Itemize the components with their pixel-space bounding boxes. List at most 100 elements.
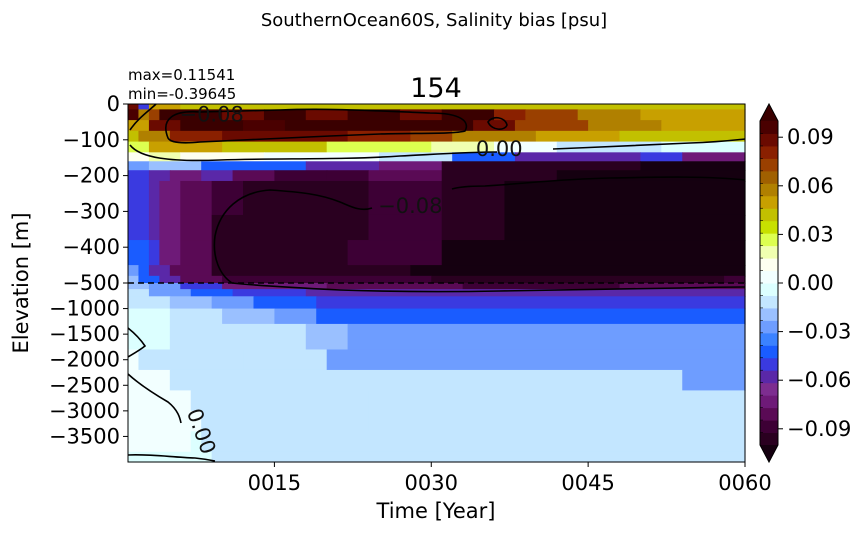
figure-suptitle: SouthernOcean60S, Salinity bias [psu] — [261, 10, 607, 31]
lower-cell-0-1 — [148, 283, 181, 290]
upper-cell-5-4 — [378, 152, 453, 162]
contour-label: −0.08 — [179, 103, 243, 127]
lower-cell-0-6 — [619, 283, 746, 290]
lower-cell-9-3 — [399, 431, 746, 453]
upper-cell-10-4 — [211, 240, 349, 266]
upper-cell-2-0 — [128, 120, 150, 132]
x-tick-label: 0030 — [405, 471, 458, 495]
upper-cell-6-0 — [128, 161, 150, 171]
upper-cell-12-0 — [128, 275, 140, 284]
upper-cell-11-3 — [169, 265, 213, 277]
upper-cell-6-3 — [305, 161, 380, 171]
upper-cell-1-2 — [148, 109, 160, 121]
lower-cell-6-0 — [128, 369, 171, 391]
upper-cell-1-8 — [399, 109, 443, 121]
lower-cell-7-1 — [190, 390, 370, 412]
upper-cell-9-1 — [148, 214, 160, 241]
upper-cell-8-9 — [504, 180, 746, 216]
upper-cell-0-3 — [180, 104, 746, 110]
colorbar-segment — [760, 133, 778, 147]
upper-cell-7-1 — [148, 170, 171, 182]
upper-cell-10-0 — [128, 240, 150, 266]
colorbar-extend-bottom — [760, 445, 778, 462]
upper-cell-1-9 — [441, 109, 495, 121]
lower-cell-8-2 — [368, 410, 746, 432]
upper-cell-8-2 — [159, 180, 181, 216]
upper-cell-0-1 — [138, 104, 150, 110]
heatmap-upper-panel — [128, 104, 746, 284]
contour-upper-zero-c — [552, 138, 746, 150]
upper-cell-7-2 — [169, 170, 202, 182]
colorbar-tick-label: −0.06 — [787, 368, 851, 392]
contour-deep-zero-a — [127, 327, 147, 358]
lower-cell-0-4 — [326, 283, 464, 290]
colorbar-segment — [760, 258, 778, 272]
colorbar-tick-label: −0.03 — [787, 320, 851, 344]
colorbar-segment — [760, 170, 778, 184]
lower-cell-0-5 — [462, 283, 621, 290]
lower-cell-10-2 — [399, 451, 746, 463]
lower-cell-1-2 — [190, 289, 234, 297]
upper-cell-3-8 — [619, 130, 746, 143]
lower-cell-0-0 — [128, 283, 150, 290]
upper-cell-3-7 — [535, 130, 621, 143]
y-tick-label: −3000 — [49, 399, 120, 423]
lower-cell-9-0 — [128, 431, 192, 453]
lower-cell-8-0 — [128, 410, 202, 432]
upper-cell-2-5 — [389, 120, 474, 132]
upper-cell-5-0 — [128, 152, 150, 162]
upper-cell-4-0 — [128, 141, 150, 153]
lower-cell-5-3 — [326, 349, 746, 371]
upper-cell-12-2 — [159, 275, 181, 284]
upper-cell-0-0 — [128, 104, 140, 110]
upper-cell-10-6 — [441, 240, 746, 266]
upper-cell-3-1 — [138, 130, 171, 143]
y-tick-label: −1000 — [49, 297, 120, 321]
y-tick-label: −2000 — [49, 348, 120, 372]
upper-cell-12-3 — [180, 275, 223, 284]
max-stat: max=0.11541 — [128, 66, 235, 84]
colorbar-segment — [760, 320, 778, 334]
upper-cell-9-0 — [128, 214, 150, 241]
upper-cell-2-1 — [148, 120, 181, 132]
lower-cell-2-4 — [316, 296, 746, 310]
colorbar-segment — [760, 407, 778, 421]
upper-cell-8-5 — [243, 180, 349, 216]
y-tick-label: 0 — [107, 92, 120, 116]
upper-cell-9-2 — [159, 214, 181, 241]
upper-cell-12-6 — [724, 275, 746, 284]
lower-cell-10-1 — [211, 451, 401, 463]
upper-cell-9-7 — [441, 214, 506, 241]
colorbar-segment — [760, 245, 778, 259]
colorbar-segment — [760, 420, 778, 434]
colorbar-segment — [760, 220, 778, 234]
upper-cell-7-0 — [128, 170, 150, 182]
upper-cell-4-1 — [148, 141, 223, 153]
contour-upper-neg008-b — [487, 116, 508, 130]
contour-upper-neg008-a — [165, 108, 468, 144]
contour-mid-neg008 — [213, 176, 746, 284]
lower-cell-3-3 — [274, 308, 317, 325]
upper-cell-1-0 — [128, 109, 140, 121]
lower-cell-4-3 — [305, 323, 349, 351]
lower-cell-5-1 — [138, 349, 244, 371]
contour-label: 0.00 — [476, 137, 523, 161]
upper-cell-1-4 — [222, 109, 265, 121]
contour-upper-zero-a — [129, 103, 157, 131]
colorbar-segment — [760, 332, 778, 346]
lower-cell-0-2 — [180, 283, 223, 290]
upper-cell-6-1 — [148, 161, 202, 171]
upper-cell-10-1 — [148, 240, 160, 266]
upper-cell-7-4 — [232, 170, 276, 182]
colorbar-outline — [759, 102, 779, 464]
upper-cell-7-6 — [326, 170, 370, 182]
upper-cell-11-1 — [138, 265, 150, 277]
colorbar-segment — [760, 208, 778, 222]
upper-cell-9-6 — [368, 214, 443, 241]
lower-cell-1-1 — [148, 289, 192, 297]
upper-cell-11-0 — [128, 265, 140, 277]
y-tick-label: −300 — [62, 199, 120, 223]
upper-cell-3-0 — [128, 130, 140, 143]
upper-cell-4-4 — [431, 141, 495, 153]
x-axis-ticks: 0015 0030 0045 0060 — [248, 462, 772, 495]
